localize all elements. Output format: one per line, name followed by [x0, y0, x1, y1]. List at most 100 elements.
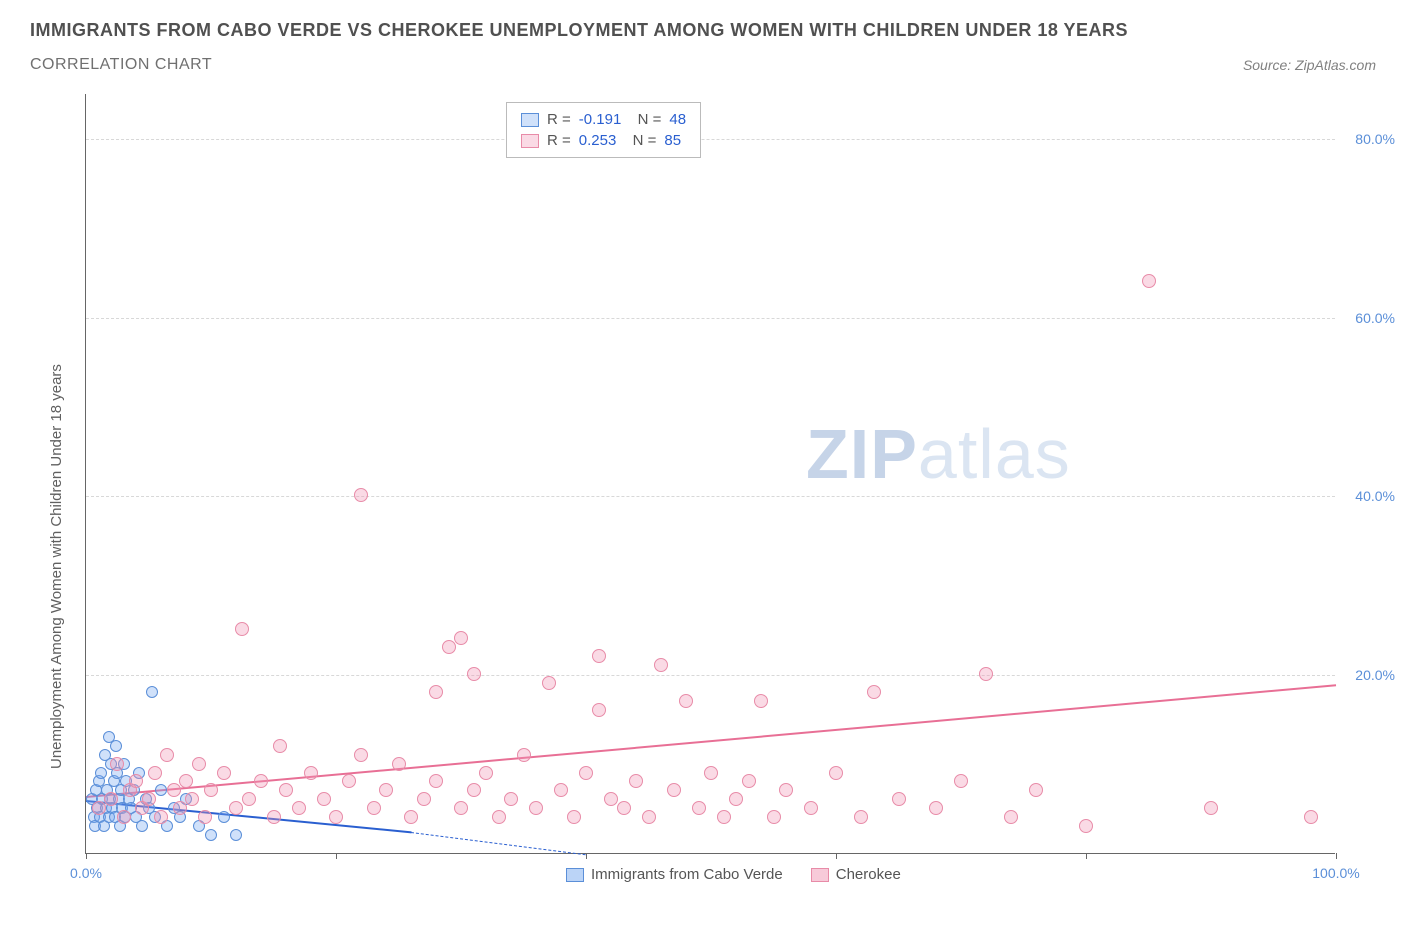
- data-point-cherokee: [104, 792, 118, 806]
- data-point-cherokee: [1142, 274, 1156, 288]
- x-tick-label: 0.0%: [70, 865, 102, 881]
- data-point-cherokee: [1029, 783, 1043, 797]
- x-tick: [1086, 853, 1087, 859]
- chart-subtitle: CORRELATION CHART: [30, 56, 212, 74]
- data-point-cherokee: [417, 792, 431, 806]
- data-point-cherokee: [667, 783, 681, 797]
- chart-container: Unemployment Among Women with Children U…: [30, 89, 1376, 909]
- data-point-cherokee: [117, 810, 131, 824]
- data-point-cabo: [146, 686, 158, 698]
- data-point-cherokee: [1079, 819, 1093, 833]
- gridline: [86, 318, 1335, 319]
- data-point-cherokee: [235, 622, 249, 636]
- source-label: Source: ZipAtlas.com: [1243, 57, 1376, 73]
- data-point-cherokee: [317, 792, 331, 806]
- data-point-cherokee: [292, 801, 306, 815]
- data-point-cherokee: [642, 810, 656, 824]
- y-tick-label: 60.0%: [1355, 310, 1395, 326]
- data-point-cherokee: [167, 783, 181, 797]
- data-point-cherokee: [354, 488, 368, 502]
- x-tick: [836, 853, 837, 859]
- data-point-cherokee: [242, 792, 256, 806]
- x-tick: [336, 853, 337, 859]
- data-point-cherokee: [592, 649, 606, 663]
- regression-line: [411, 832, 586, 855]
- data-point-cherokee: [929, 801, 943, 815]
- data-point-cabo: [205, 829, 217, 841]
- data-point-cherokee: [779, 783, 793, 797]
- y-tick-label: 80.0%: [1355, 131, 1395, 147]
- y-tick-label: 40.0%: [1355, 488, 1395, 504]
- y-tick-label: 20.0%: [1355, 667, 1395, 683]
- data-point-cherokee: [329, 810, 343, 824]
- series-legend: Immigrants from Cabo Verde Cherokee: [566, 866, 901, 883]
- data-point-cherokee: [504, 792, 518, 806]
- data-point-cherokee: [92, 801, 106, 815]
- x-tick: [1336, 853, 1337, 859]
- data-point-cherokee: [629, 774, 643, 788]
- data-point-cabo: [136, 820, 148, 832]
- data-point-cherokee: [267, 810, 281, 824]
- data-point-cherokee: [1204, 801, 1218, 815]
- data-point-cherokee: [192, 757, 206, 771]
- data-point-cherokee: [892, 792, 906, 806]
- data-point-cherokee: [579, 766, 593, 780]
- data-point-cherokee: [254, 774, 268, 788]
- data-point-cherokee: [679, 694, 693, 708]
- data-point-cabo: [110, 740, 122, 752]
- gridline: [86, 496, 1335, 497]
- data-point-cherokee: [392, 757, 406, 771]
- legend-item: Cherokee: [811, 866, 901, 883]
- data-point-cherokee: [454, 801, 468, 815]
- data-point-cherokee: [467, 667, 481, 681]
- data-point-cherokee: [592, 703, 606, 717]
- x-tick-label: 100.0%: [1312, 865, 1359, 881]
- data-point-cherokee: [867, 685, 881, 699]
- data-point-cherokee: [1004, 810, 1018, 824]
- data-point-cherokee: [554, 783, 568, 797]
- data-point-cherokee: [279, 783, 293, 797]
- x-tick: [586, 853, 587, 859]
- data-point-cherokee: [604, 792, 618, 806]
- data-point-cherokee: [110, 757, 124, 771]
- data-point-cherokee: [304, 766, 318, 780]
- data-point-cherokee: [567, 810, 581, 824]
- data-point-cherokee: [129, 774, 143, 788]
- data-point-cherokee: [354, 748, 368, 762]
- data-point-cherokee: [742, 774, 756, 788]
- legend-row-cabo: R = -0.191 N = 48: [521, 109, 686, 130]
- gridline: [86, 675, 1335, 676]
- data-point-cherokee: [717, 810, 731, 824]
- data-point-cherokee: [692, 801, 706, 815]
- data-point-cherokee: [142, 792, 156, 806]
- data-point-cherokee: [954, 774, 968, 788]
- data-point-cabo: [95, 767, 107, 779]
- data-point-cherokee: [198, 810, 212, 824]
- data-point-cherokee: [754, 694, 768, 708]
- data-point-cherokee: [829, 766, 843, 780]
- legend-item: Immigrants from Cabo Verde: [566, 866, 783, 883]
- data-point-cherokee: [517, 748, 531, 762]
- data-point-cherokee: [729, 792, 743, 806]
- data-point-cherokee: [273, 739, 287, 753]
- data-point-cherokee: [854, 810, 868, 824]
- correlation-legend: R = -0.191 N = 48R = 0.253 N = 85: [506, 102, 701, 158]
- plot-area: 20.0%40.0%60.0%80.0%0.0%100.0%ZIPatlasR …: [85, 94, 1335, 854]
- data-point-cabo: [218, 811, 230, 823]
- data-point-cherokee: [154, 810, 168, 824]
- data-point-cherokee: [148, 766, 162, 780]
- data-point-cherokee: [979, 667, 993, 681]
- data-point-cherokee: [479, 766, 493, 780]
- data-point-cherokee: [160, 748, 174, 762]
- data-point-cherokee: [173, 801, 187, 815]
- data-point-cherokee: [542, 676, 556, 690]
- data-point-cherokee: [442, 640, 456, 654]
- data-point-cherokee: [204, 783, 218, 797]
- data-point-cherokee: [229, 801, 243, 815]
- data-point-cherokee: [429, 685, 443, 699]
- data-point-cherokee: [704, 766, 718, 780]
- data-point-cherokee: [467, 783, 481, 797]
- chart-title: IMMIGRANTS FROM CABO VERDE VS CHEROKEE U…: [30, 20, 1376, 41]
- legend-row-cherokee: R = 0.253 N = 85: [521, 130, 686, 151]
- data-point-cherokee: [379, 783, 393, 797]
